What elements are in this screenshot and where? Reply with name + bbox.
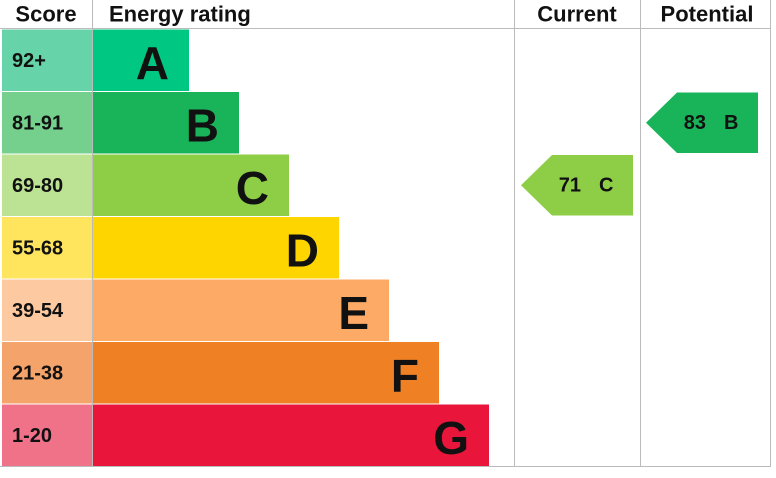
- header-score: Score: [15, 2, 76, 27]
- score-label: 92+: [12, 50, 46, 72]
- rating-bar: [93, 217, 339, 279]
- rating-bar: [93, 342, 439, 404]
- rating-bar: [93, 29, 189, 91]
- score-cell: [2, 342, 92, 404]
- score-label: 69-80: [12, 175, 63, 197]
- score-cell: [2, 154, 92, 216]
- rating-letter: F: [391, 349, 419, 401]
- rating-bar: [93, 154, 289, 216]
- score-label: 39-54: [12, 300, 64, 322]
- score-cell: [2, 29, 92, 91]
- header-current: Current: [537, 2, 617, 27]
- score-cell: [2, 92, 92, 154]
- score-label: 81-91: [12, 112, 63, 134]
- current-letter: C: [599, 174, 613, 196]
- potential-letter: B: [724, 112, 738, 134]
- rating-bar: [93, 404, 489, 466]
- rating-letter: C: [236, 162, 269, 214]
- rating-letter: G: [433, 412, 469, 464]
- potential-arrow: [646, 92, 758, 153]
- rating-bar: [93, 279, 389, 341]
- score-label: 1-20: [12, 425, 52, 447]
- rating-letter: E: [338, 287, 369, 339]
- rating-bar: [93, 92, 239, 154]
- rating-letter: A: [136, 37, 169, 89]
- potential-score: 83: [684, 112, 706, 134]
- score-label: 55-68: [12, 237, 63, 259]
- score-cell: [2, 404, 92, 466]
- score-label: 21-38: [12, 362, 63, 384]
- frame: [0, 0, 771, 467]
- score-cell: [2, 279, 92, 341]
- rating-letter: B: [186, 99, 219, 151]
- header-rating: Energy rating: [109, 2, 251, 27]
- current-score: 71: [559, 174, 581, 196]
- header-potential: Potential: [661, 2, 754, 27]
- score-cell: [2, 217, 92, 279]
- rating-letter: D: [286, 224, 319, 276]
- current-arrow: [521, 155, 633, 216]
